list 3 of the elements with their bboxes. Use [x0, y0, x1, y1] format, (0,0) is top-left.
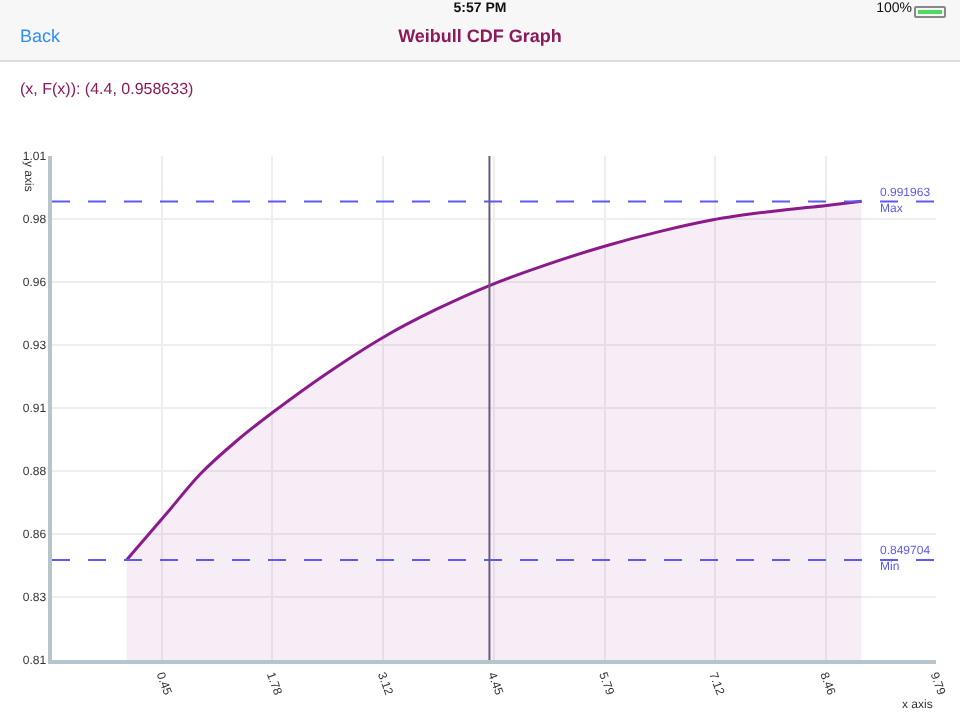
- chart-subtitle: (x, F(x)): (4.4, 0.958633): [20, 80, 194, 98]
- chart-title: Weibull CDF Graph: [398, 26, 562, 46]
- text: Back: [20, 26, 61, 46]
